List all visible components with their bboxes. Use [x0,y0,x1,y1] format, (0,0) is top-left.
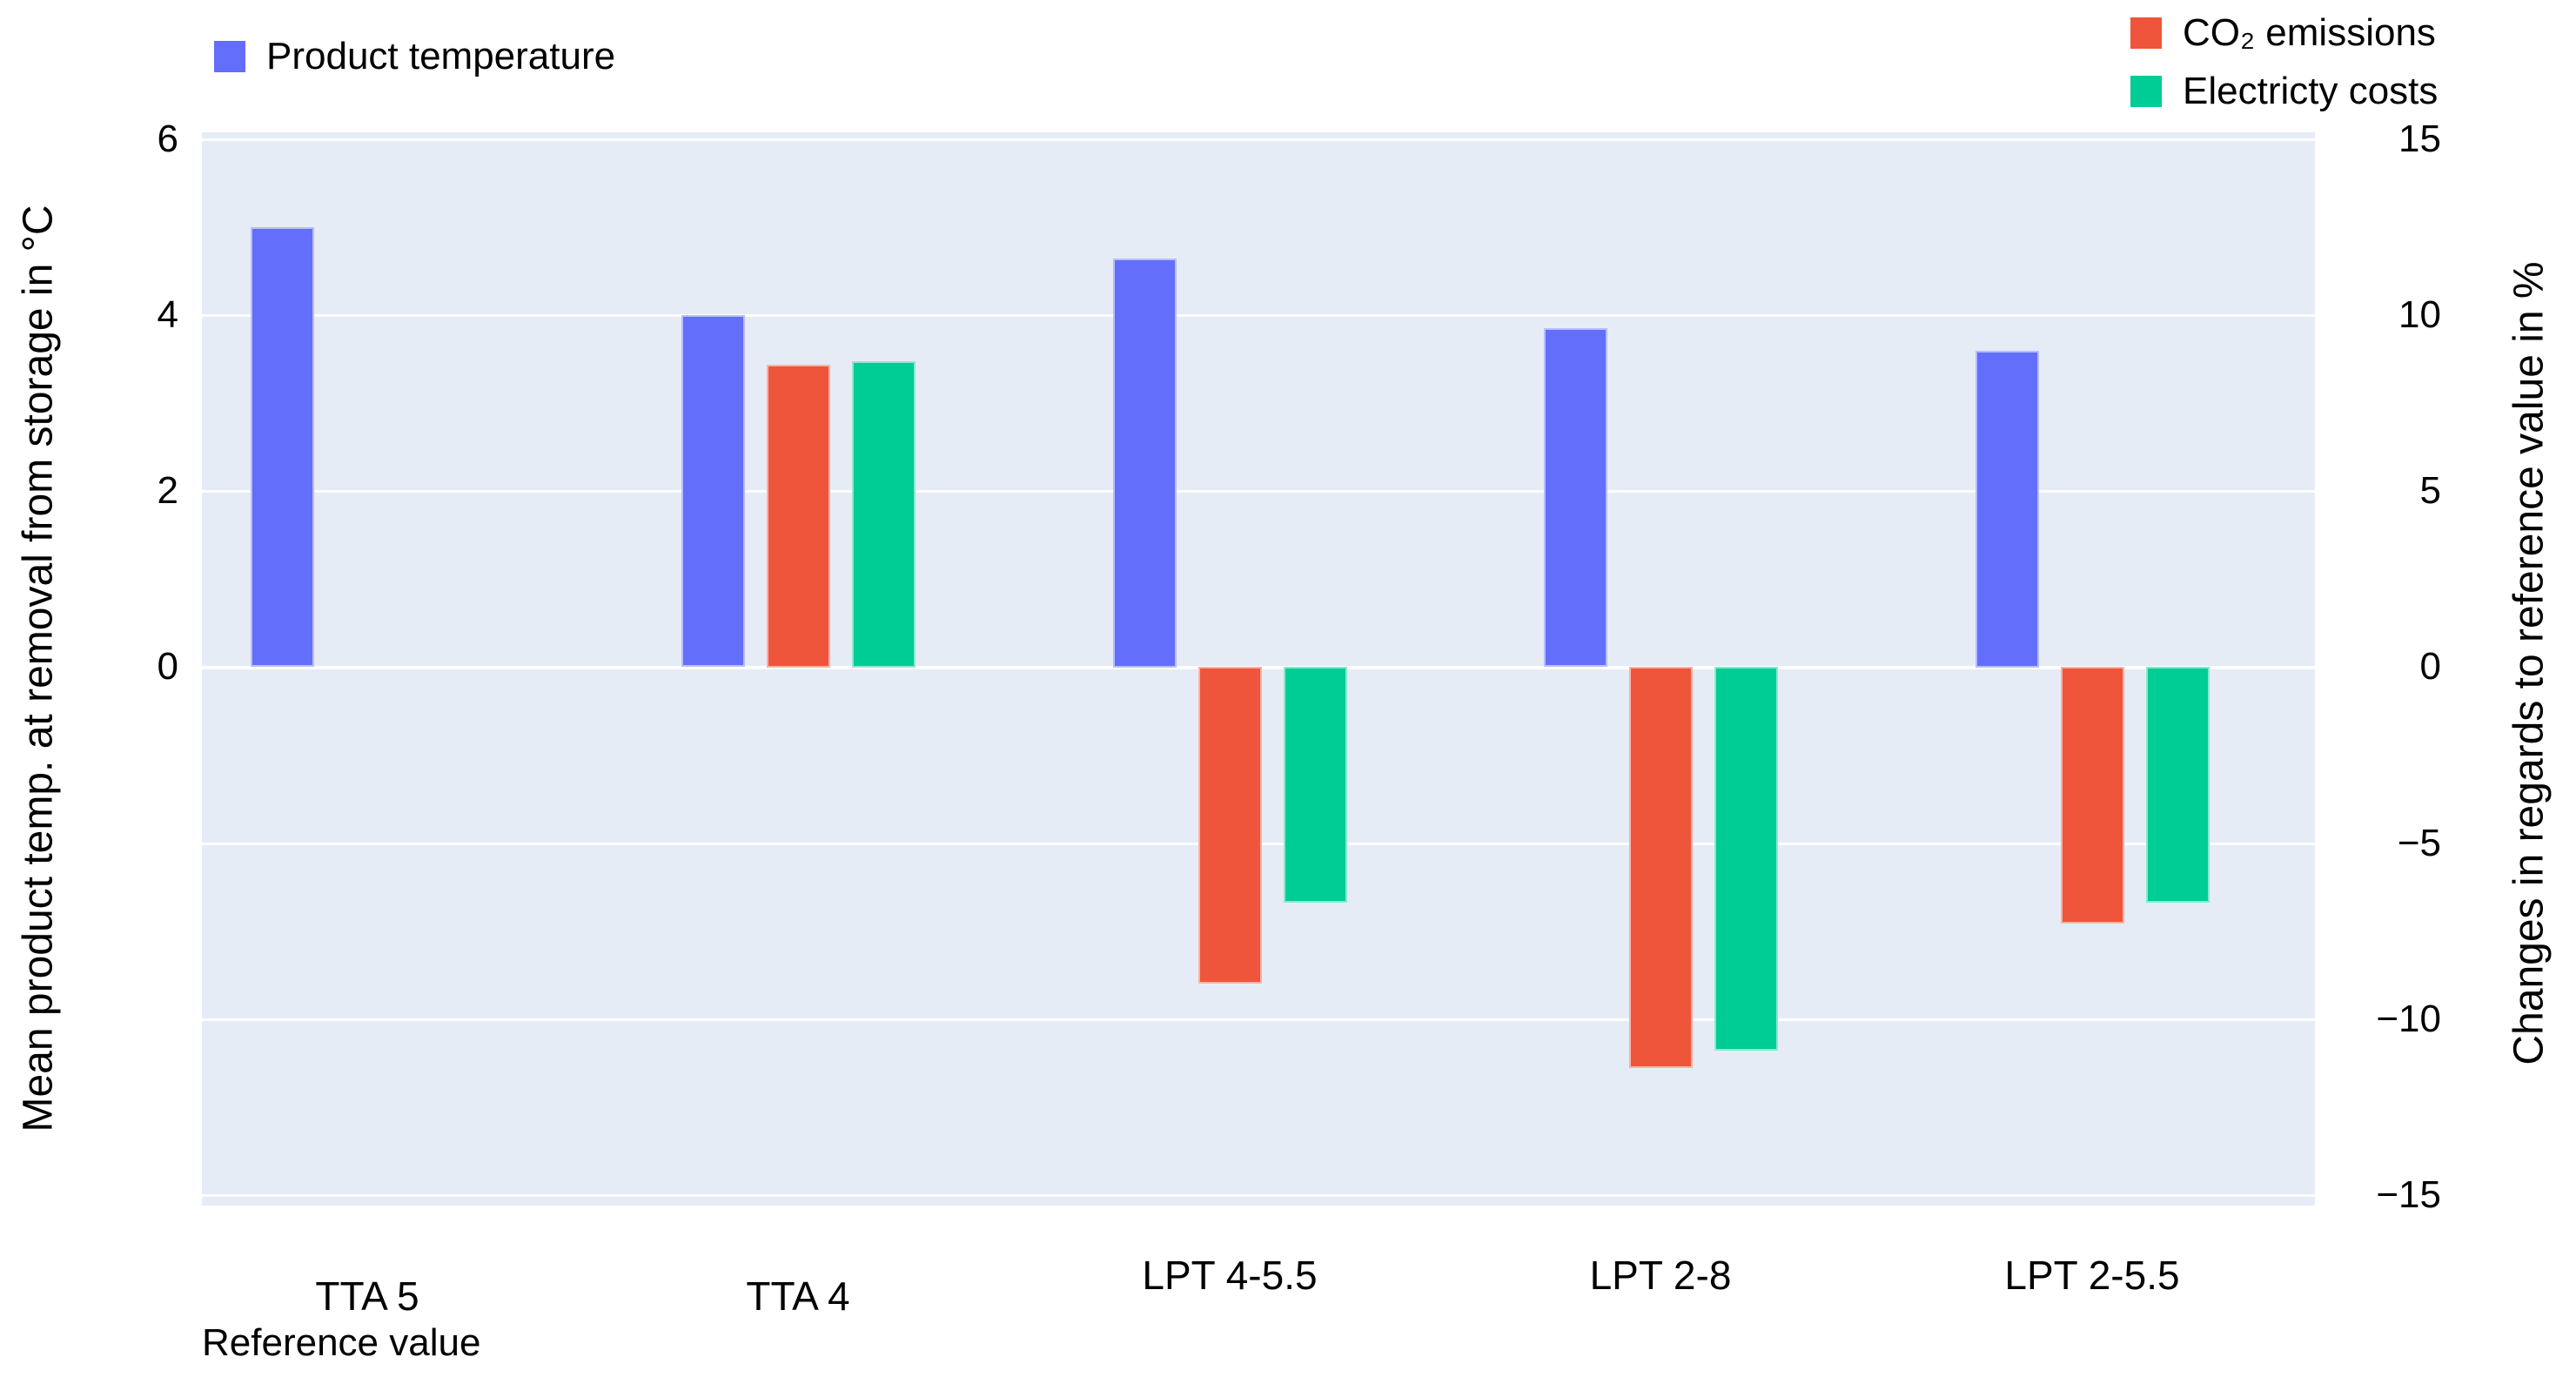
product-temperature-swatch-icon [214,41,245,72]
gridline-10pct [202,314,2315,318]
legend-label: Product temperature [266,35,616,77]
left-axis-tick-2: 2 [157,469,178,513]
legend-label: Electricty costs [2183,70,2438,112]
right-axis-tick-0: 0 [2419,645,2441,689]
legend-item-co2-emissions[interactable]: CO₂ emissions [2130,11,2436,55]
x-axis-label-tta-5: TTA 5 [315,1273,419,1319]
legend-label: CO₂ emissions [2183,11,2436,54]
reference-value-annotation: Reference value [202,1321,481,1364]
gridline-15pct [202,138,2315,142]
electricity-costs-swatch-icon [2130,76,2162,107]
bar-product-temperature-tta-4[interactable] [681,315,745,667]
legend-item-electricity-costs[interactable]: Electricty costs [2130,70,2438,113]
x-axis-label-lpt-2-5.5: LPT 2-5.5 [2004,1253,2180,1298]
bar-electricty-costs-lpt-2-8[interactable] [1714,667,1778,1051]
bar-co-emissions-lpt-4-5.5[interactable] [1198,667,1262,984]
bar-product-temperature-lpt-4-5.5[interactable] [1113,259,1177,668]
right-axis-title: Changes in regards to reference value in… [2506,261,2553,1065]
x-axis-label-tta-4: TTA 4 [746,1273,850,1319]
bar-product-temperature-tta-5[interactable] [251,227,314,667]
left-axis-title: Mean product temp. at removal from stora… [15,205,62,1132]
gridline-5pct [202,490,2315,494]
bar-co-emissions-lpt-2-5.5[interactable] [2061,667,2124,924]
bar-product-temperature-lpt-2-8[interactable] [1544,328,1607,667]
co2-emissions-swatch-icon [2130,17,2162,49]
right-axis-tick-−15: −15 [2376,1172,2441,1216]
x-axis-label-lpt-4-5.5: LPT 4-5.5 [1142,1253,1318,1298]
right-axis-tick-15: 15 [2398,118,2441,161]
left-axis-tick-0: 0 [157,645,178,689]
right-axis-tick-10: 10 [2398,293,2441,337]
bar-electricty-costs-lpt-2-5.5[interactable] [2146,667,2210,903]
x-axis-label-lpt-2-8: LPT 2-8 [1589,1253,1732,1298]
right-axis-tick-−10: −10 [2376,997,2441,1040]
right-axis-tick-−5: −5 [2397,821,2441,864]
left-axis-tick-6: 6 [157,118,178,161]
right-axis-tick-5: 5 [2419,469,2441,513]
bar-electricty-costs-tta-4[interactable] [852,361,916,668]
gridline--15pct [202,1193,2315,1197]
left-axis-tick-4: 4 [157,293,178,337]
bar-co-emissions-lpt-2-8[interactable] [1629,667,1693,1068]
bar-product-temperature-lpt-2-5.5[interactable] [1976,351,2039,668]
bar-electricty-costs-lpt-4-5.5[interactable] [1284,667,1347,903]
gridline--10pct [202,1018,2315,1021]
legend-item-product-temperature[interactable]: Product temperature [214,35,615,78]
bar-co-emissions-tta-4[interactable] [767,365,830,668]
